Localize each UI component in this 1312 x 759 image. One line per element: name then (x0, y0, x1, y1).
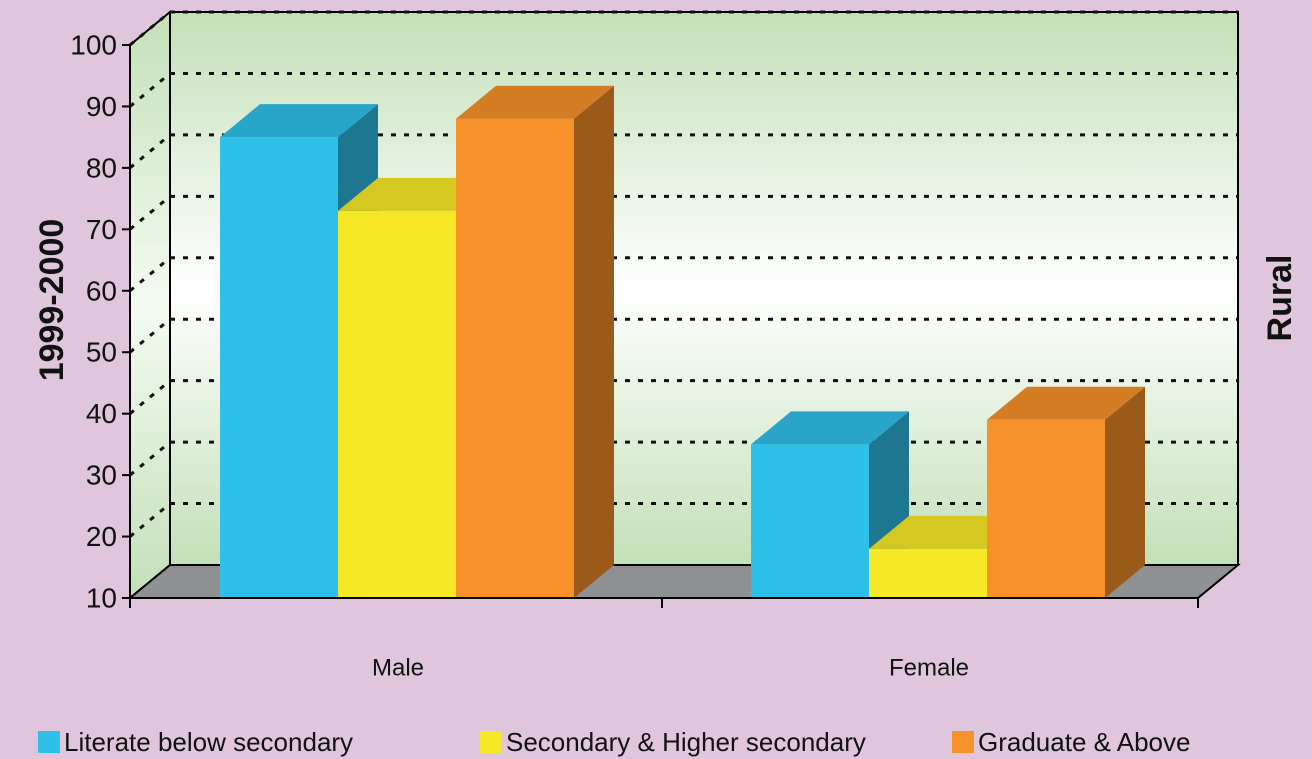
y-tick-label: 70 (86, 214, 117, 245)
legend-label: Graduate & Above (978, 727, 1190, 757)
bar-top (220, 104, 378, 138)
axes: 10 20 30 40 50 60 70 80 90 100 Male Female (70, 30, 1199, 682)
legend-swatch (38, 731, 60, 753)
bar-top (987, 386, 1145, 420)
bar (751, 411, 909, 598)
gridline-side (129, 133, 171, 170)
bar (456, 85, 614, 598)
legend-item: Graduate & Above (952, 727, 1190, 757)
legend-swatch (952, 731, 974, 753)
legend: Literate below secondary Secondary & High… (38, 727, 1190, 757)
y-tick-label: 80 (86, 152, 117, 183)
gridline-side (129, 440, 171, 477)
gridlines (129, 10, 1238, 538)
gridline-side (129, 195, 171, 231)
y-tick-label: 60 (86, 275, 117, 306)
y-tick-label: 40 (86, 398, 117, 429)
right-axis-label: Rural (1261, 255, 1299, 342)
gridline-side (129, 10, 171, 47)
bar (987, 386, 1145, 598)
y-tick-label: 50 (86, 337, 117, 368)
bar-front (220, 137, 338, 598)
x-tick-label: Male (372, 655, 424, 682)
bar-top (456, 85, 614, 119)
y-tick-label: 90 (86, 91, 117, 122)
bar-side (1105, 386, 1145, 598)
bars (220, 85, 1145, 599)
bar-front (338, 210, 456, 598)
legend-label: Literate below secondary (64, 727, 353, 757)
gridline-side (129, 256, 171, 292)
bar-front (869, 548, 987, 598)
legend-item: Literate below secondary (38, 727, 353, 757)
y-tick-label: 30 (86, 460, 117, 491)
legend-swatch (480, 731, 502, 753)
bar-front (987, 419, 1105, 598)
bar-front (456, 118, 574, 598)
y-axis-label: 1999-2000 (33, 219, 71, 382)
gridline-side (129, 379, 171, 415)
y-tick-label: 10 (86, 583, 117, 614)
gridline-side (129, 72, 171, 108)
y-tick-label: 100 (70, 30, 117, 61)
gridline-side (129, 318, 171, 354)
x-tick-label: Female (889, 655, 969, 682)
legend-item: Secondary & Higher secondary (480, 727, 866, 757)
gridline-side (129, 502, 171, 538)
y-tick-label: 20 (86, 521, 117, 552)
bar-top (751, 411, 909, 445)
bar-front (751, 444, 869, 598)
bar-side (574, 85, 614, 598)
legend-label: Secondary & Higher secondary (506, 727, 866, 757)
